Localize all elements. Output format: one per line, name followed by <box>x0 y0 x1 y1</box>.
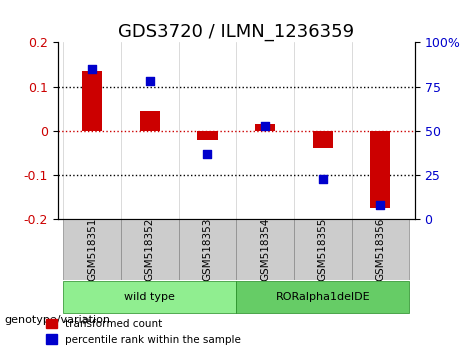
Bar <box>140 111 160 131</box>
Text: GSM518353: GSM518353 <box>202 218 213 281</box>
Point <box>204 151 211 156</box>
Point <box>146 79 154 84</box>
FancyBboxPatch shape <box>121 219 179 280</box>
FancyBboxPatch shape <box>351 219 409 280</box>
Point <box>261 123 269 129</box>
Point <box>319 176 326 181</box>
FancyBboxPatch shape <box>64 281 236 313</box>
Title: GDS3720 / ILMN_1236359: GDS3720 / ILMN_1236359 <box>118 23 355 41</box>
FancyBboxPatch shape <box>236 281 409 313</box>
Bar <box>370 131 390 208</box>
FancyBboxPatch shape <box>294 219 351 280</box>
Bar <box>255 124 275 131</box>
FancyBboxPatch shape <box>179 219 236 280</box>
Text: GSM518354: GSM518354 <box>260 218 270 281</box>
Text: GSM518351: GSM518351 <box>87 218 97 281</box>
Text: GSM518355: GSM518355 <box>318 218 328 281</box>
Bar <box>197 131 218 139</box>
Text: genotype/variation: genotype/variation <box>5 315 111 325</box>
Text: GSM518352: GSM518352 <box>145 218 155 281</box>
Bar <box>82 71 102 131</box>
Bar <box>313 131 333 148</box>
Legend: transformed count, percentile rank within the sample: transformed count, percentile rank withi… <box>42 315 245 349</box>
Text: wild type: wild type <box>124 292 175 302</box>
Text: GSM518356: GSM518356 <box>375 218 385 281</box>
Text: RORalpha1delDE: RORalpha1delDE <box>275 292 370 302</box>
Point <box>89 66 96 72</box>
Point <box>377 202 384 208</box>
FancyBboxPatch shape <box>236 219 294 280</box>
FancyBboxPatch shape <box>64 219 121 280</box>
